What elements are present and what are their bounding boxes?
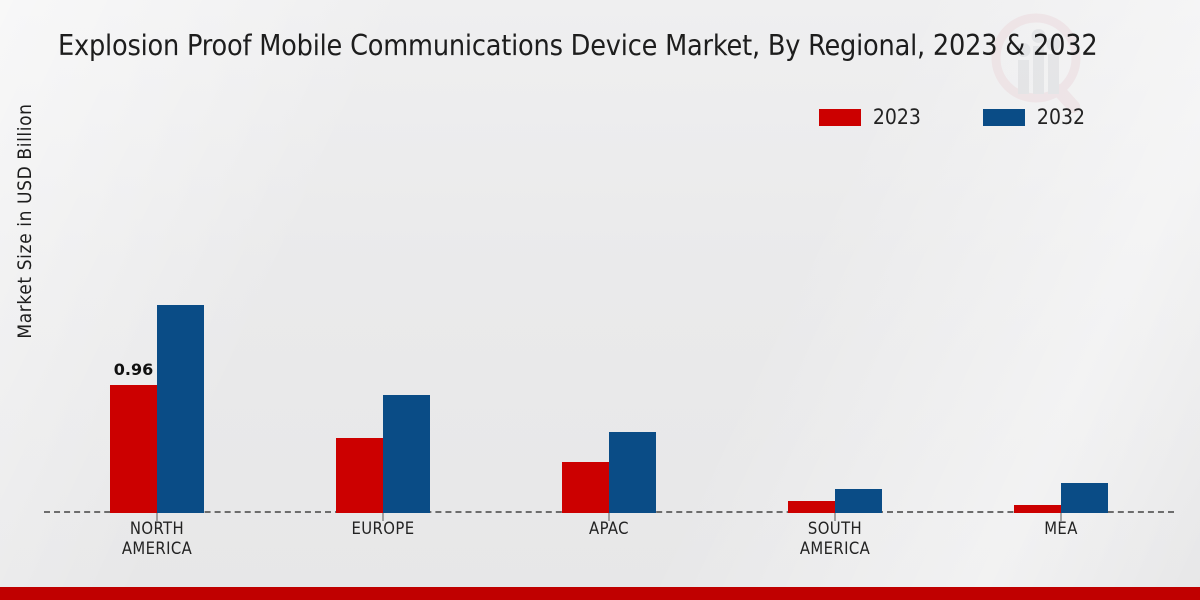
x-axis-tick (382, 513, 384, 521)
x-axis-label-mea: MEA (1044, 519, 1078, 538)
bar-pair (336, 140, 430, 513)
bar-pair (788, 140, 882, 513)
bar-value-label: 0.96 (113, 360, 154, 379)
bar-2032-north-america[interactable] (157, 305, 204, 513)
x-axis-tick (1060, 513, 1062, 521)
bar-group-south-america: SOUTH AMERICA (722, 140, 948, 558)
bar-group-north-america: 0.96 NORTH AMERICA (44, 140, 270, 558)
y-axis-title: Market Size in USD Billion (14, 103, 36, 339)
legend-item-2023[interactable]: 2023 (818, 105, 921, 129)
bar-2023-mea[interactable] (1014, 505, 1061, 513)
x-axis-label-europe: EUROPE (351, 519, 415, 538)
bar-pair: 0.96 (110, 140, 204, 513)
x-axis-tick (834, 513, 836, 521)
legend-label-2023: 2023 (872, 105, 921, 129)
x-axis-label-north-america: NORTH AMERICA (121, 519, 193, 558)
bar-2023-north-america[interactable]: 0.96 (110, 360, 157, 513)
bar-2023-south-america[interactable] (788, 501, 835, 513)
bar-2032-apac[interactable] (609, 432, 656, 513)
legend-item-2032[interactable]: 2032 (982, 105, 1085, 129)
bar-group-mea: MEA (948, 140, 1174, 538)
x-axis-label-south-america: SOUTH AMERICA (799, 519, 871, 558)
plot-area: 0.96 NORTH AMERICA (44, 140, 1174, 558)
x-axis-tick (156, 513, 158, 521)
bar-groups: 0.96 NORTH AMERICA (44, 140, 1174, 558)
bar-group-apac: APAC (496, 140, 722, 538)
bar-pair (562, 140, 656, 513)
chart-legend: 2023 2032 (0, 105, 1085, 129)
x-axis-tick (608, 513, 610, 521)
bar-2023-apac[interactable] (562, 462, 609, 513)
bar-group-europe: EUROPE (270, 140, 496, 538)
bar-2023-europe[interactable] (336, 438, 383, 513)
bar-2032-mea[interactable] (1061, 483, 1108, 513)
bar-pair (1014, 140, 1108, 513)
legend-swatch-2032 (982, 108, 1025, 126)
footer-accent-bar (0, 587, 1200, 600)
bar-2032-south-america[interactable] (835, 489, 882, 513)
legend-swatch-2023 (818, 108, 861, 126)
chart-title: Explosion Proof Mobile Communications De… (58, 29, 1098, 62)
legend-label-2032: 2032 (1036, 105, 1085, 129)
bar-2032-europe[interactable] (383, 395, 430, 513)
x-axis-label-apac: APAC (589, 519, 629, 538)
